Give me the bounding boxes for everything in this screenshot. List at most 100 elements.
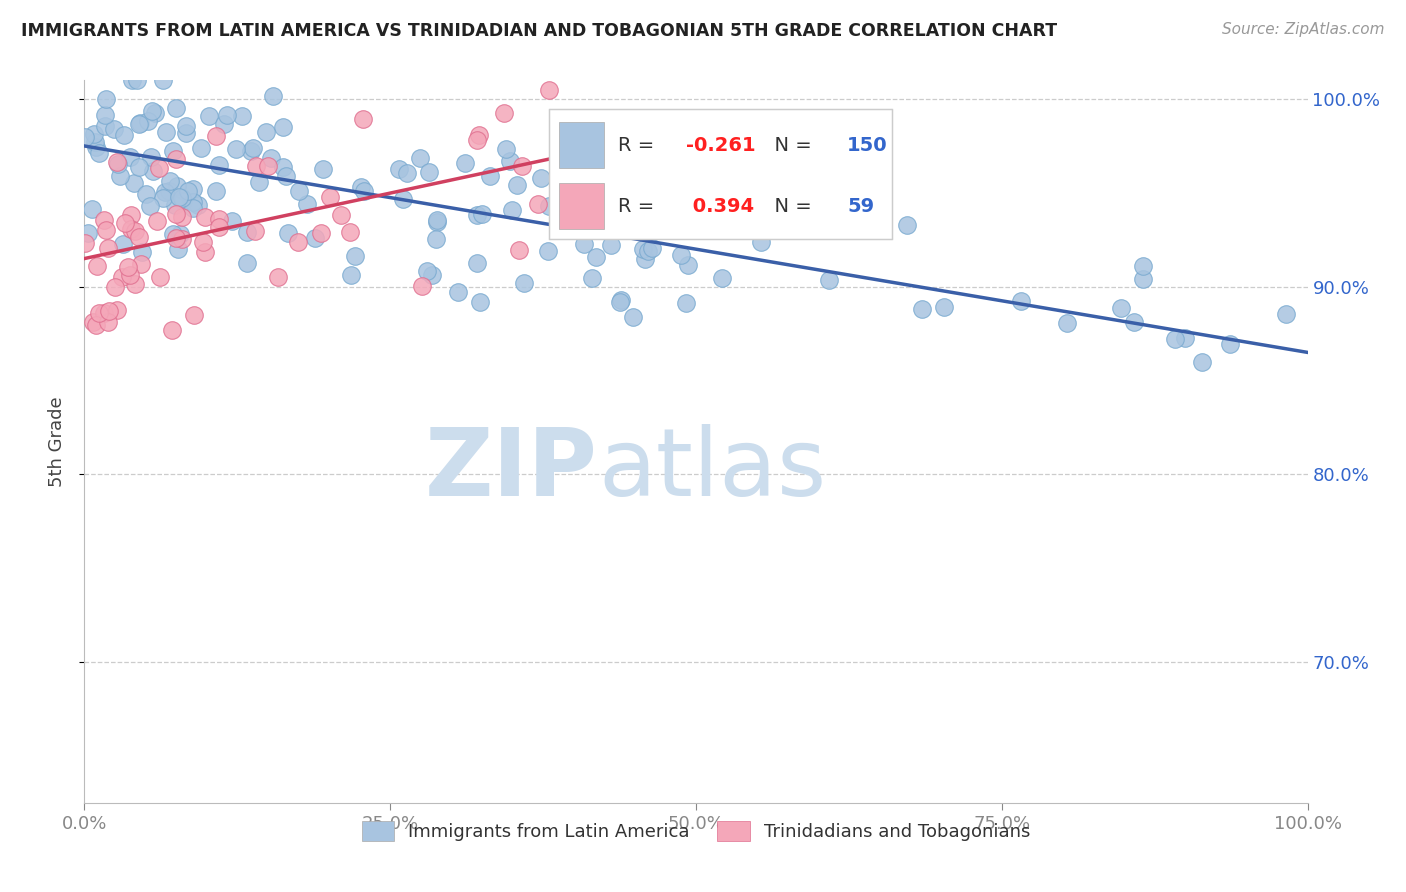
- Point: [215, 108, 238, 122]
- Point: [170, 211, 193, 225]
- Point: [510, 159, 533, 173]
- Point: [159, 174, 181, 188]
- Point: [343, 249, 366, 263]
- Point: [465, 256, 488, 270]
- Point: [86, 259, 108, 273]
- Point: [235, 256, 257, 270]
- Point: [579, 143, 602, 157]
- Point: [121, 73, 143, 87]
- Point: [271, 160, 294, 174]
- Point: [641, 241, 664, 255]
- Point: [169, 227, 191, 241]
- Point: [128, 117, 150, 131]
- Point: [565, 208, 588, 222]
- Point: [339, 225, 361, 239]
- Point: [103, 121, 125, 136]
- Point: [112, 128, 135, 142]
- Point: [152, 190, 174, 204]
- Point: [120, 222, 142, 236]
- Point: [120, 150, 142, 164]
- Point: [710, 270, 733, 285]
- Point: [105, 155, 128, 169]
- Point: [408, 152, 430, 166]
- Point: [609, 295, 631, 310]
- Point: [709, 208, 731, 222]
- Point: [177, 184, 200, 198]
- Point: [172, 194, 194, 209]
- Point: [581, 271, 603, 285]
- Point: [136, 114, 159, 128]
- Point: [84, 318, 107, 333]
- Point: [242, 141, 264, 155]
- Text: atlas: atlas: [598, 425, 827, 516]
- Point: [117, 260, 139, 275]
- Point: [416, 264, 439, 278]
- Point: [165, 101, 187, 115]
- Point: [583, 204, 606, 219]
- Point: [149, 270, 172, 285]
- Point: [141, 104, 163, 119]
- Point: [911, 302, 934, 317]
- Point: [245, 224, 267, 238]
- Point: [108, 169, 131, 184]
- Point: [287, 235, 309, 250]
- Point: [194, 244, 217, 259]
- Point: [94, 92, 117, 106]
- Point: [162, 144, 184, 158]
- Point: [129, 257, 152, 271]
- Point: [162, 323, 184, 337]
- Point: [1132, 259, 1154, 273]
- Point: [478, 169, 501, 184]
- Point: [568, 219, 591, 234]
- Point: [470, 294, 492, 309]
- Point: [411, 279, 433, 293]
- Point: [537, 199, 560, 213]
- Point: [547, 182, 569, 196]
- Point: [212, 117, 235, 131]
- Point: [418, 165, 440, 179]
- Point: [128, 229, 150, 244]
- Point: [84, 140, 107, 154]
- Point: [633, 252, 655, 266]
- Point: [276, 169, 298, 183]
- Point: [585, 250, 607, 264]
- Text: ZIP: ZIP: [425, 425, 598, 516]
- Point: [153, 186, 176, 200]
- Point: [621, 203, 644, 218]
- Point: [391, 192, 413, 206]
- Point: [501, 202, 523, 217]
- Point: [471, 207, 494, 221]
- Point: [447, 285, 470, 299]
- Point: [166, 178, 188, 193]
- Point: [1164, 332, 1187, 346]
- Point: [231, 109, 253, 123]
- Point: [1191, 355, 1213, 369]
- Point: [155, 125, 177, 139]
- Point: [495, 142, 517, 156]
- Point: [340, 268, 363, 283]
- Point: [599, 238, 621, 252]
- Point: [176, 126, 198, 140]
- Point: [97, 241, 120, 255]
- Point: [205, 184, 228, 198]
- Point: [235, 225, 257, 239]
- Point: [818, 272, 841, 286]
- Point: [681, 212, 703, 227]
- Point: [204, 129, 226, 144]
- Point: [170, 191, 193, 205]
- Point: [1109, 301, 1132, 315]
- Point: [896, 218, 918, 232]
- Point: [111, 237, 134, 252]
- Point: [104, 280, 127, 294]
- Point: [271, 120, 294, 135]
- Point: [163, 198, 186, 212]
- Point: [87, 305, 110, 319]
- Point: [1056, 316, 1078, 330]
- Point: [93, 306, 115, 320]
- Point: [181, 182, 204, 196]
- Point: [174, 120, 197, 134]
- Point: [118, 268, 141, 282]
- Point: [157, 184, 180, 198]
- Point: [125, 73, 148, 87]
- Point: [1174, 331, 1197, 345]
